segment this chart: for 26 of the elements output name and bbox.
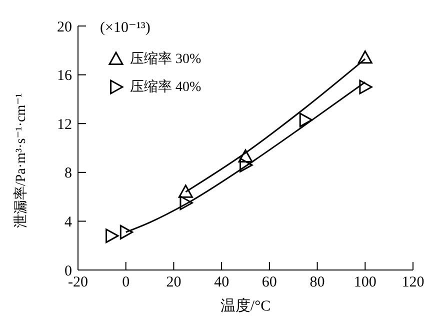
legend-label: 压缩率 30% [130,50,202,68]
point [238,149,253,162]
point [358,50,372,64]
point [299,112,313,128]
point [180,196,193,210]
x-tick-label: 80 [310,274,325,291]
y-axis-title: 泄漏率/Pa·m³·s⁻¹·cm⁻¹ [12,93,29,228]
y-tick-label: 4 [64,214,72,231]
point [240,158,253,172]
y-tick-label: 8 [64,166,72,182]
x-tick-label: 0 [122,274,130,291]
x-tick-label: 100 [354,274,376,291]
x-tick-label: 60 [262,274,277,291]
y-tick-label: 12 [57,116,72,133]
x-tick-label: 120 [402,274,424,291]
legend-label: 压缩率 40% [130,78,202,96]
point [120,224,134,240]
x-tick-label: 40 [214,274,230,291]
y-tick-label: 20 [57,19,72,36]
point [359,80,372,94]
point [178,184,193,198]
point [106,228,119,244]
annotation: (×10⁻¹³) [100,19,150,37]
y-tick-label: 16 [57,68,72,84]
x-axis-title: 温度/°C [220,298,271,315]
x-tick-label: 20 [166,274,182,291]
